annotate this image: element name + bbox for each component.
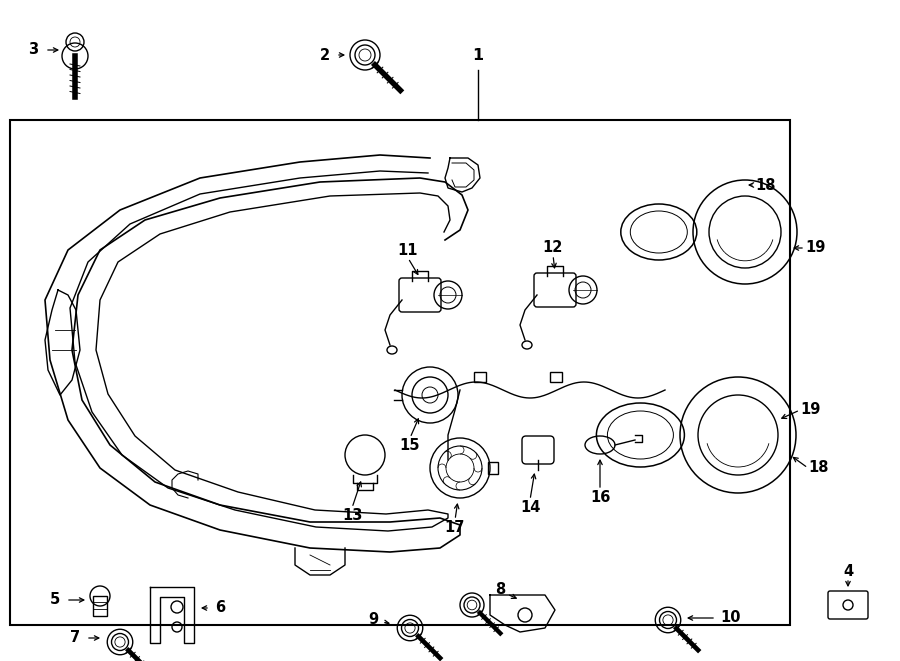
Text: 15: 15 xyxy=(400,438,420,453)
Text: 5: 5 xyxy=(50,592,60,607)
Text: 17: 17 xyxy=(445,520,465,535)
Text: 6: 6 xyxy=(215,600,225,615)
Text: 8: 8 xyxy=(495,582,505,598)
Text: 13: 13 xyxy=(342,508,362,523)
Bar xyxy=(474,372,486,382)
Text: 2: 2 xyxy=(320,48,330,63)
Text: 18: 18 xyxy=(755,178,776,192)
Text: 12: 12 xyxy=(543,240,563,255)
Text: 10: 10 xyxy=(720,611,741,625)
Text: 18: 18 xyxy=(808,461,829,475)
Text: 1: 1 xyxy=(472,48,483,63)
Text: 14: 14 xyxy=(520,500,540,515)
Bar xyxy=(93,596,107,616)
Text: 4: 4 xyxy=(843,564,853,580)
Text: 7: 7 xyxy=(70,631,80,646)
Text: 16: 16 xyxy=(590,490,610,505)
Text: 3: 3 xyxy=(28,42,38,58)
Text: 19: 19 xyxy=(800,403,821,418)
Bar xyxy=(488,462,498,474)
Text: 11: 11 xyxy=(398,243,418,258)
Text: 9: 9 xyxy=(368,613,378,627)
Text: 19: 19 xyxy=(805,241,825,256)
Bar xyxy=(10,120,790,625)
Bar xyxy=(550,372,562,382)
